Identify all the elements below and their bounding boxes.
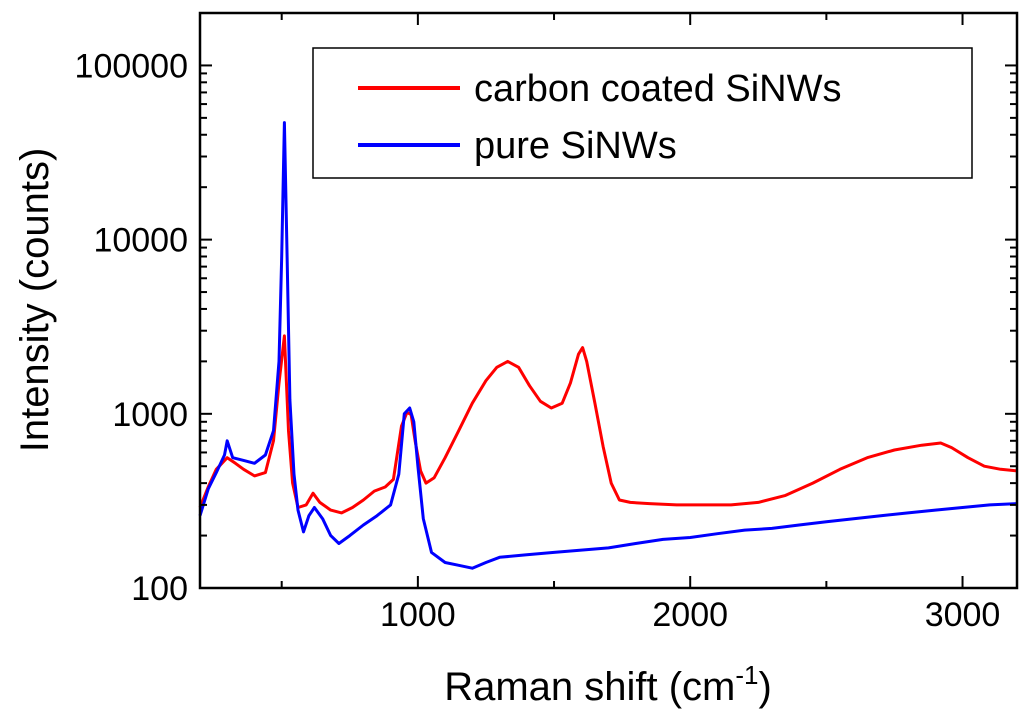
y-tick-label: 100000	[75, 47, 188, 85]
x-tick-label: 3000	[925, 596, 1001, 634]
x-tick-label: 1000	[380, 596, 456, 634]
plot-area	[198, 121, 1018, 570]
x-tick-label: 2000	[652, 596, 728, 634]
legend-box	[312, 47, 973, 179]
series-line-carbon-coated	[198, 334, 1018, 515]
axis-ticks	[200, 12, 1017, 589]
series-line-pure	[198, 121, 1018, 570]
plot-frame	[198, 11, 1019, 590]
y-tick-label: 10000	[93, 222, 188, 260]
legend-label-carbon-coated: carbon coated SiNWs	[474, 68, 842, 110]
tick-labels: 1000 2000 3000 100 1000 10000 100000	[75, 47, 1001, 634]
y-tick-label: 100	[131, 570, 188, 608]
y-tick-label: 1000	[112, 396, 188, 434]
legend-label-pure: pure SiNWs	[474, 125, 677, 167]
legend: carbon coated SiNWs pure SiNWs	[312, 47, 973, 179]
x-axis-title: Raman shift (cm-1)	[444, 660, 772, 709]
y-axis-title: Intensity (counts)	[13, 148, 57, 453]
